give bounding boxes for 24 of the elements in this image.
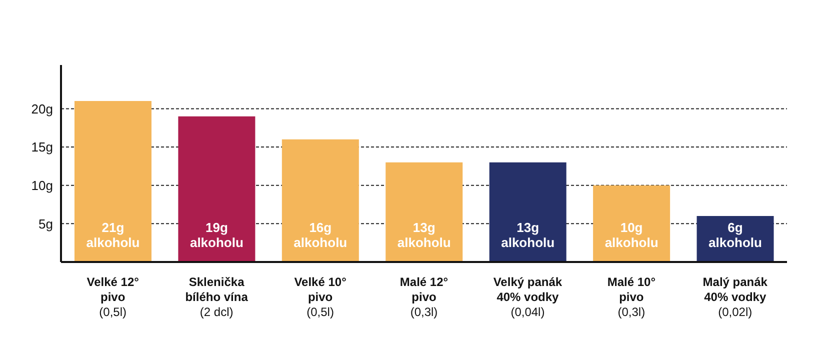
x-tick-label: Malý panák 40% vodky (0,02l)	[702, 275, 768, 319]
x-tick-label: Malé 10° pivo (0,3l)	[607, 275, 656, 319]
bar	[74, 101, 152, 262]
bar	[282, 139, 359, 262]
y-tick-label: 20g	[31, 101, 53, 116]
data-label: 16g alkoholu	[294, 220, 348, 250]
data-label: 13g alkoholu	[397, 220, 451, 250]
x-tick-label: Velké 12° pivo (0,5l)	[86, 275, 140, 319]
data-label: 13g alkoholu	[501, 220, 555, 250]
data-label: 19g alkoholu	[190, 220, 244, 250]
x-tick-label: Velký panák 40% vodky (0,04l)	[493, 275, 562, 319]
data-label: 10g alkoholu	[604, 220, 658, 250]
y-tick-label: 5g	[38, 216, 53, 232]
bar	[178, 116, 256, 262]
x-tick-label: Malé 12° pivo (0,3l)	[400, 275, 448, 319]
y-tick-label: 10g	[31, 178, 53, 193]
bar	[593, 185, 670, 262]
bar	[386, 162, 463, 262]
x-tick-label: Sklenička bílého vína (2 dcl)	[185, 275, 248, 319]
y-tick-label: 15g	[31, 140, 53, 155]
bar	[489, 162, 566, 262]
x-tick-label: Velké 10° pivo (0,5l)	[294, 275, 347, 319]
data-label: 21g alkoholu	[86, 220, 140, 250]
data-label: 6g alkoholu	[708, 220, 762, 250]
